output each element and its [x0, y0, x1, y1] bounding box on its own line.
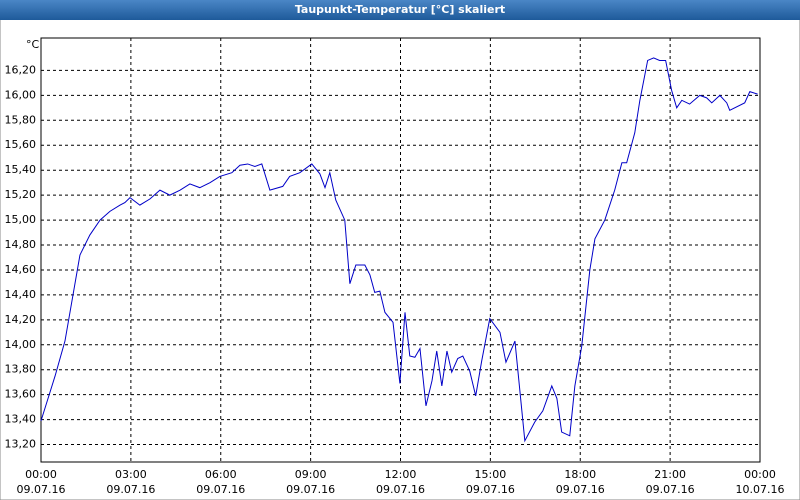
- x-tick-date: 09.07.16: [556, 483, 605, 496]
- x-tick-label: 00:00: [25, 468, 57, 481]
- x-tick-label: 21:00: [654, 468, 686, 481]
- y-tick-label: 16,20: [5, 63, 37, 76]
- x-tick-date: 09.07.16: [106, 483, 155, 496]
- y-tick-label: 14,20: [5, 313, 37, 326]
- y-tick-label: 15,20: [5, 188, 37, 201]
- y-tick-label: 13,40: [5, 413, 37, 426]
- x-tick-date: 09.07.16: [466, 483, 515, 496]
- plot-frame: [40, 37, 761, 463]
- x-tick-date: 09.07.16: [286, 483, 335, 496]
- y-unit: °C: [26, 38, 40, 51]
- y-tick-label: 16,00: [5, 88, 37, 101]
- x-tick-label: 12:00: [385, 468, 417, 481]
- x-tick-date: 09.07.16: [17, 483, 66, 496]
- y-tick-label: 15,60: [5, 138, 37, 151]
- title-bar: [0, 0, 800, 20]
- data-line: [40, 57, 758, 443]
- y-tick-label: 14,40: [5, 288, 37, 301]
- x-tick-label: 18:00: [564, 468, 596, 481]
- y-tick-label: 13,20: [5, 438, 37, 451]
- x-tick-date: 10.07.16: [736, 483, 785, 496]
- y-tick-label: 15,00: [5, 213, 37, 226]
- chart-title: Taupunkt-Temperatur [°C] skaliert: [295, 3, 505, 16]
- x-tick-label: 00:00: [744, 468, 776, 481]
- y-tick-label: 14,60: [5, 263, 37, 276]
- y-tick-label: 14,00: [5, 338, 37, 351]
- x-tick-label: 06:00: [205, 468, 237, 481]
- x-tick-date: 09.07.16: [196, 483, 245, 496]
- x-tick-label: 15:00: [475, 468, 507, 481]
- y-tick-label: 14,80: [5, 238, 37, 251]
- x-tick-date: 09.07.16: [376, 483, 425, 496]
- y-tick-label: 13,60: [5, 388, 37, 401]
- y-tick-label: 13,80: [5, 363, 37, 376]
- x-tick-label: 09:00: [295, 468, 327, 481]
- y-tick-label: 15,40: [5, 163, 37, 176]
- y-tick-label: 15,80: [5, 113, 37, 126]
- x-tick-date: 09.07.16: [646, 483, 695, 496]
- x-tick-label: 03:00: [115, 468, 147, 481]
